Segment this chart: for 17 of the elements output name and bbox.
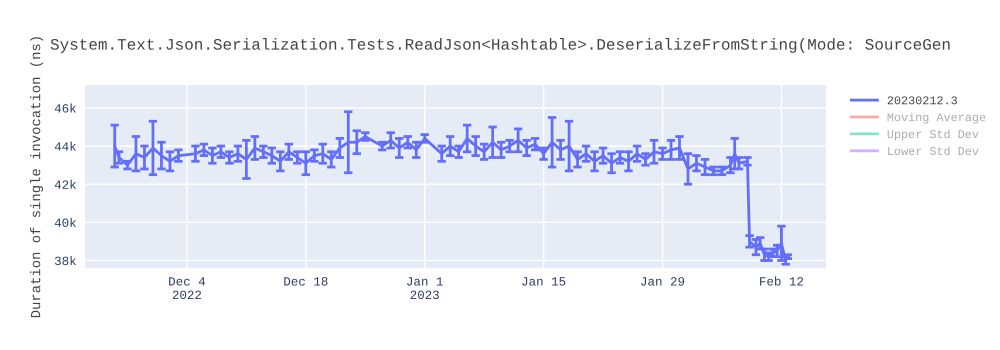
x-tick-label: Jan 15 [522,277,566,286]
y-tick-label: 40k [54,218,76,227]
y-tick-label: 44k [54,142,76,151]
x-tick-label: Feb 12 [760,276,804,286]
legend-label: Moving Average [888,112,986,124]
legend-label: Lower Std Dev [888,146,979,156]
y-axis-title: Duration of single invocation (ns) [30,37,44,318]
y-tick-label: 38k [54,256,76,266]
legend-label: 20230212.3 [888,96,957,104]
x-tick-label: Jan 1 2023 [407,277,443,300]
x-tick-label: Jan 29 [641,277,684,286]
y-tick-label: 42k [54,180,76,189]
legend-label: Upper Std Dev [888,129,979,140]
chart-title: System.Text.Json.Serialization.Tests.ReadJson<Hashtable>.DeserializeFromString(Mode: SourceGen [50,38,950,53]
x-tick-label: Dec 18 [284,277,328,286]
x-tick-label: Dec 4 2022 [169,277,206,300]
y-tick-label: 46k [54,103,76,113]
